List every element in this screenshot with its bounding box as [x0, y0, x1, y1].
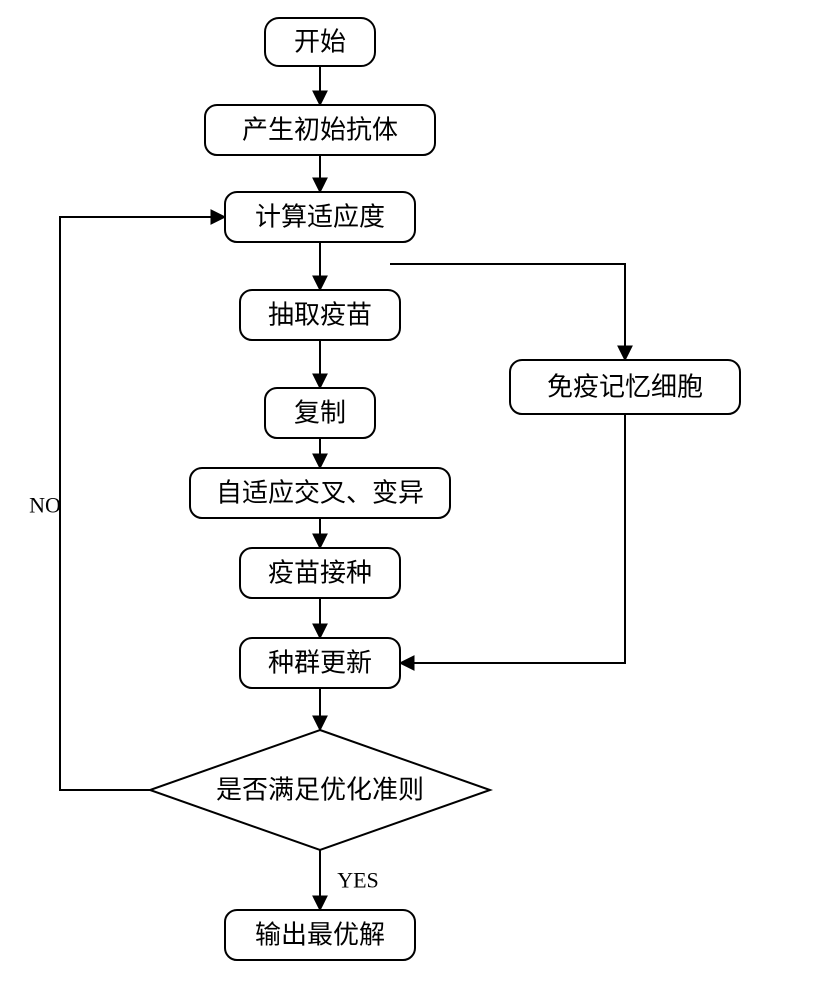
node-vaccinate-label: 疫苗接种 [268, 559, 372, 588]
node-output-label: 输出最优解 [255, 921, 385, 950]
node-start-label: 开始 [294, 28, 346, 57]
node-memory-label: 免疫记忆细胞 [547, 373, 703, 402]
node-copy-label: 复制 [294, 399, 346, 428]
e-fit-memory [390, 264, 625, 360]
node-fitness-label: 计算适应度 [255, 203, 385, 232]
e-memory-update [400, 414, 625, 663]
e-dec-no-loop-label: NO [29, 493, 61, 518]
node-init-label: 产生初始抗体 [242, 116, 398, 145]
node-extract-label: 抽取疫苗 [268, 301, 372, 330]
node-decision-label: 是否满足优化准则 [216, 776, 424, 805]
node-cross-label: 自适应交叉、变异 [216, 479, 424, 508]
node-update-label: 种群更新 [268, 649, 372, 678]
e-dec-output-label: YES [337, 868, 379, 893]
flowchart-canvas: YES NO 开始产生初始抗体计算适应度抽取疫苗复制自适应交叉、变异疫苗接种种群更新… [0, 0, 837, 1000]
